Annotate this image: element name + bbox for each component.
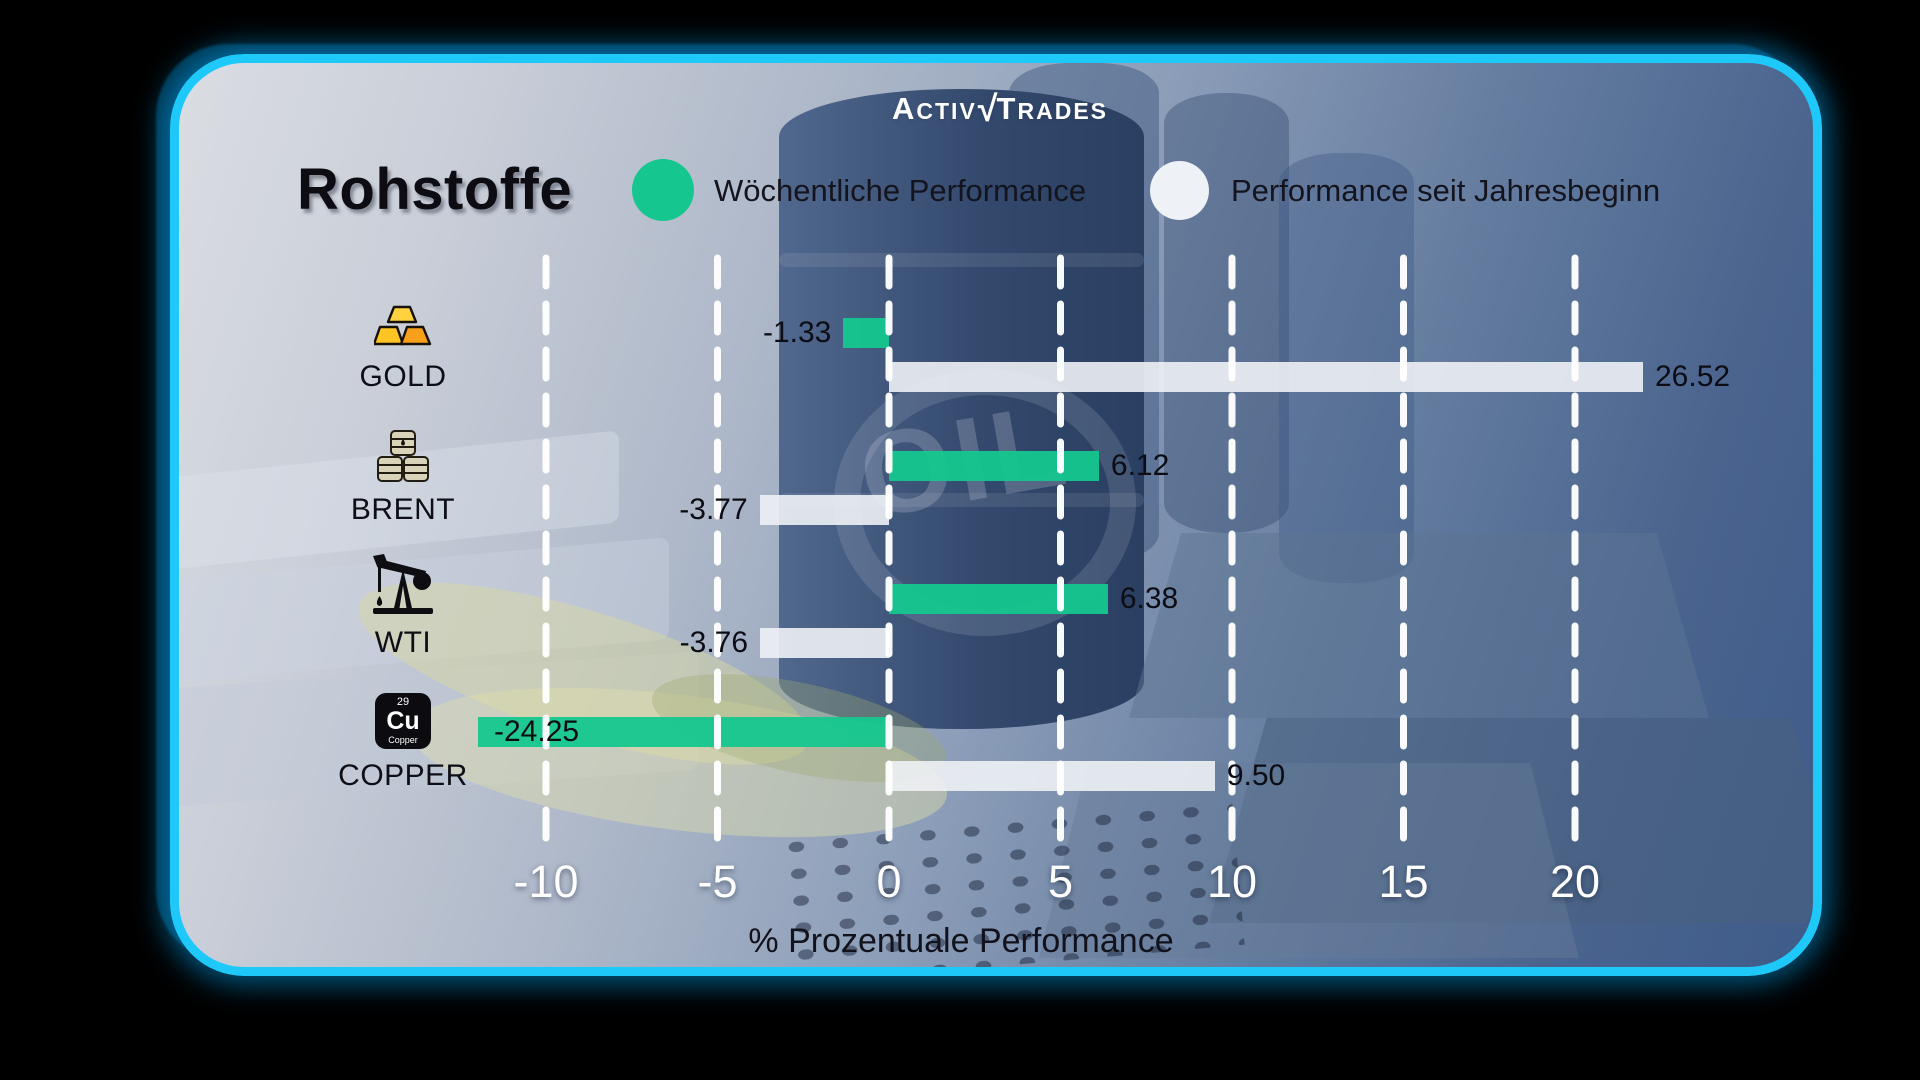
weekly-legend-label: Wöchentliche Performance [714,173,1087,208]
category-label-gold: GOLD [359,360,447,393]
row-icon-gold-bars [361,304,445,350]
row-icon-copper-element: 29 Cu Copper [361,691,445,749]
ytd-bar-wti [760,628,889,658]
x-tick-label: 5 [1047,856,1074,907]
row-icon-pump-jack [361,552,445,616]
category-label-copper: COPPER [338,759,468,792]
ytd-value-copper: 9.50 [1226,759,1286,792]
pump-jack-icon [373,554,433,614]
x-tick-label: 15 [1378,856,1429,907]
gold-bars-icon [374,305,432,346]
category-label-brent: BRENT [350,493,456,526]
weekly-bar-gold [843,318,889,348]
weekly-bar-wti [889,584,1108,614]
metal-ingot-shape [1129,533,1709,718]
ytd-legend-circle [1150,161,1209,220]
row-icon-oil-barrels [361,429,445,483]
weekly-legend-circle [632,159,694,221]
category-label-wti: WTI [374,626,432,659]
weekly-value-gold: -1.33 [762,316,832,349]
x-tick-label: -10 [513,856,579,907]
ytd-value-wti: -3.76 [679,626,749,659]
page-title: Rohstoffe [297,157,573,222]
x-tick-label: -5 [697,856,738,907]
barrel-band [779,253,1144,267]
weekly-value-wti: 6.38 [1119,582,1179,615]
logo-check-icon: √ [977,88,1000,129]
ytd-bar-brent [759,495,889,525]
oil-barrels-icon [377,430,429,482]
copper-element-icon: 29 Cu Copper [375,693,431,749]
ytd-bar-copper [889,761,1215,791]
weekly-bar-brent [889,451,1099,481]
x-tick-label: 0 [876,856,902,907]
ytd-legend-label: Performance seit Jahresbeginn [1231,173,1661,208]
x-tick-label: 10 [1206,856,1258,907]
ytd-value-gold: 26.52 [1655,360,1731,393]
ytd-value-brent: -3.77 [679,493,748,526]
metal-ingot-shape [1209,718,1813,923]
x-axis-title: % Prozentuale Performance [748,922,1174,960]
weekly-value-copper: -24.25 [494,715,580,748]
activtrades-logo: ACTIV√TRADES [892,88,1108,129]
ytd-bar-gold [889,362,1643,392]
x-tick-label: 20 [1549,856,1601,907]
weekly-value-brent: 6.12 [1110,449,1170,482]
